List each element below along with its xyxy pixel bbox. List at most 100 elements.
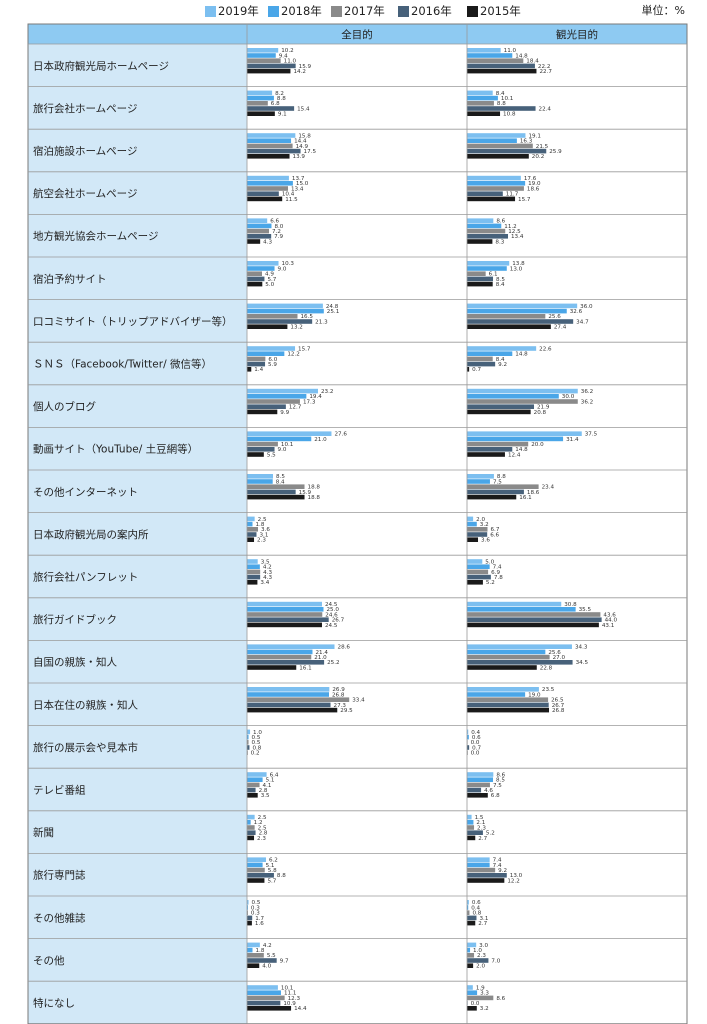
bar-sightseeing-2016 [467, 447, 513, 452]
bar-value-label: 16.1 [299, 665, 312, 671]
legend-item-2017: 2017年 [331, 4, 385, 18]
bar-sightseeing-2015 [467, 452, 505, 457]
bar-sightseeing-2016 [467, 958, 489, 963]
bar-value-label: 11.1 [284, 991, 297, 997]
bar-all-purpose-2018 [247, 947, 253, 953]
bar-all-purpose-2015 [247, 409, 278, 415]
bar-sightseeing-2016 [467, 106, 536, 111]
bar-value-label: 15.7 [298, 346, 311, 352]
bar-value-label: 36.2 [581, 399, 593, 405]
bar-value-label: 2.5 [258, 825, 267, 831]
bar-value-label: 13.7 [292, 176, 305, 182]
bar-value-label: 14.9 [296, 144, 309, 150]
bar-value-label: 2.8 [259, 788, 268, 794]
bar-sightseeing-2016 [467, 873, 507, 878]
bar-sightseeing-2017 [467, 441, 529, 447]
bar-value-label: 0.0 [471, 1001, 480, 1007]
bar-value-label: 31.4 [566, 437, 579, 443]
legend: 2019年 2018年 2017年 2016年 2015年 単位：% [0, 0, 707, 22]
bar-value-label: 16.5 [300, 314, 313, 320]
bar-sightseeing-2018 [467, 53, 513, 58]
bar-value-label: 18.8 [308, 485, 321, 491]
bar-value-label: 30.0 [562, 394, 575, 400]
bar-sightseeing-2019 [467, 516, 474, 522]
category-label: 特になし [33, 998, 75, 1010]
bar-value-label: 1.7 [255, 916, 264, 922]
category-label: 動画サイト（YouTube/ 土豆網等） [33, 443, 198, 456]
bar-sightseeing-2016 [467, 787, 482, 793]
bar-sightseeing-2018 [467, 734, 469, 740]
category-label: 個人のブログ [33, 400, 96, 413]
category-label: その他 [33, 954, 65, 967]
bar-value-label: 2.1 [476, 820, 485, 826]
bar-value-label: 5.5 [267, 953, 276, 959]
bar-value-label: 3.6 [481, 538, 490, 544]
legend-item-2019: 2019年 [205, 4, 259, 18]
bar-all-purpose-2015 [247, 111, 275, 116]
legend-label-2016: 2016年 [411, 4, 452, 18]
bar-all-purpose-2017 [247, 995, 285, 1001]
bar-value-label: 6.9 [491, 570, 500, 576]
bar-value-label: 10.2 [281, 48, 293, 54]
bar-value-label: 30.8 [564, 602, 577, 608]
bar-all-purpose-2019 [247, 772, 267, 777]
bar-value-label: 8.0 [274, 224, 283, 230]
legend-label-2017: 2017年 [344, 4, 385, 18]
bar-value-label: 21.4 [315, 650, 328, 656]
bar-all-purpose-2016 [247, 702, 331, 708]
bar-sightseeing-2016 [467, 617, 602, 622]
bar-all-purpose-2018 [247, 862, 263, 868]
bar-value-label: 17.6 [524, 176, 537, 182]
bar-value-label: 12.2 [287, 352, 299, 358]
bar-value-label: 11.0 [504, 48, 517, 54]
legend-swatch-2016 [398, 5, 409, 17]
bar-sightseeing-2017 [467, 101, 494, 106]
bar-value-label: 12.3 [288, 996, 301, 1002]
bar-value-label: 0.6 [472, 735, 481, 741]
bar-value-label: 0.6 [472, 900, 481, 906]
bar-sightseeing-2018 [467, 990, 478, 995]
bar-all-purpose-2016 [247, 191, 279, 196]
bar-value-label: 26.7 [552, 703, 565, 709]
bar-sightseeing-2019 [467, 857, 490, 862]
bar-value-label: 1.0 [473, 948, 482, 954]
bar-value-label: 12.5 [508, 229, 521, 235]
bar-sightseeing-2015 [467, 367, 470, 372]
bar-all-purpose-2018 [247, 436, 312, 442]
bar-all-purpose-2017 [247, 569, 261, 575]
bar-value-label: 27.0 [553, 655, 566, 661]
bar-value-label: 2.7 [478, 921, 487, 927]
bar-all-purpose-2015 [247, 281, 263, 287]
header-blank-bg [28, 24, 247, 44]
bar-value-label: 18.8 [308, 495, 321, 501]
bar-sightseeing-2015 [467, 409, 531, 415]
category-label: 新聞 [33, 826, 54, 839]
bar-sightseeing-2018 [467, 351, 513, 356]
bar-all-purpose-2016 [247, 447, 275, 452]
header-sightseeing: 観光目的 [556, 28, 598, 41]
bar-all-purpose-2015 [247, 537, 255, 542]
bar-value-label: 13.0 [510, 266, 523, 272]
bar-value-label: 10.1 [281, 442, 294, 448]
bar-value-label: 0.3 [251, 905, 260, 911]
bar-sightseeing-2015 [467, 1006, 477, 1011]
bar-all-purpose-2015 [247, 239, 261, 244]
bar-all-purpose-2018 [247, 649, 313, 655]
bar-all-purpose-2016 [247, 574, 261, 580]
bar-value-label: 3.2 [480, 522, 489, 528]
bar-sightseeing-2019 [467, 601, 562, 607]
bar-value-label: 8.8 [497, 474, 506, 480]
bar-value-label: 9.2 [498, 362, 507, 368]
category-label: 航空会社ホームページ [33, 187, 137, 200]
bar-sightseeing-2018 [467, 479, 490, 484]
bar-value-label: 7.8 [494, 575, 503, 581]
bar-all-purpose-2015 [247, 154, 290, 159]
bar-all-purpose-2018 [247, 181, 293, 186]
bar-all-purpose-2017 [247, 399, 300, 404]
bar-all-purpose-2016 [247, 234, 272, 239]
bar-all-purpose-2016 [247, 276, 265, 282]
bar-value-label: 14.4 [294, 1006, 307, 1012]
bar-value-label: 3.3 [480, 991, 489, 997]
bar-all-purpose-2017 [247, 228, 270, 234]
bar-value-label: 5.1 [266, 778, 275, 784]
